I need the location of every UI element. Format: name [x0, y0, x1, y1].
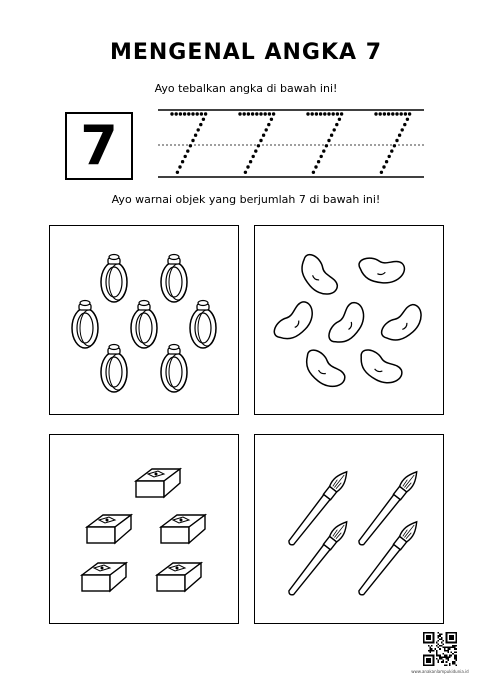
sharpener-icon: [81, 562, 127, 592]
qr-code-icon: [423, 632, 457, 666]
worksheet-title: MENGENAL ANGKA 7: [109, 40, 383, 65]
dotted-seven: [238, 112, 276, 174]
panel-beans[interactable]: [254, 225, 444, 415]
bean-icon: [326, 296, 369, 350]
dotted-seven: [306, 112, 344, 174]
ring-icon: [189, 299, 217, 349]
ring-icon: [160, 343, 188, 393]
sharpener-icon: [160, 514, 206, 544]
number-box: 7: [65, 112, 133, 180]
ring-icon: [100, 343, 128, 393]
tracing-area[interactable]: [158, 108, 428, 180]
bean-icon: [378, 296, 428, 350]
paintbrush-icon: [354, 517, 422, 599]
color-instruction: Ayo warnai objek yang berjumlah 7 di baw…: [111, 193, 381, 206]
bean-icon: [357, 251, 408, 288]
number-seven: 7: [80, 114, 118, 177]
trace-instruction: Ayo tebalkan angka di bawah ini!: [154, 82, 338, 95]
panel-sharpeners[interactable]: [49, 434, 239, 624]
paintbrush-icon: [284, 517, 352, 599]
ring-icon: [71, 299, 99, 349]
bean-icon: [270, 294, 319, 349]
panel-paintbrushes[interactable]: [254, 434, 444, 624]
ring-icon: [100, 253, 128, 303]
sharpener-icon: [86, 514, 132, 544]
bean-icon: [355, 347, 407, 388]
sharpener-icon: [156, 562, 202, 592]
ring-icon: [130, 299, 158, 349]
sharpener-icon: [135, 468, 181, 498]
ring-icon: [160, 253, 188, 303]
bean-icon: [298, 346, 352, 393]
dotted-seven: [374, 112, 412, 174]
dotted-seven: [170, 112, 208, 174]
footer-website: www.anakanlampukidunia.id: [411, 669, 469, 674]
panel-rings[interactable]: [49, 225, 239, 415]
bean-icon: [292, 251, 346, 301]
